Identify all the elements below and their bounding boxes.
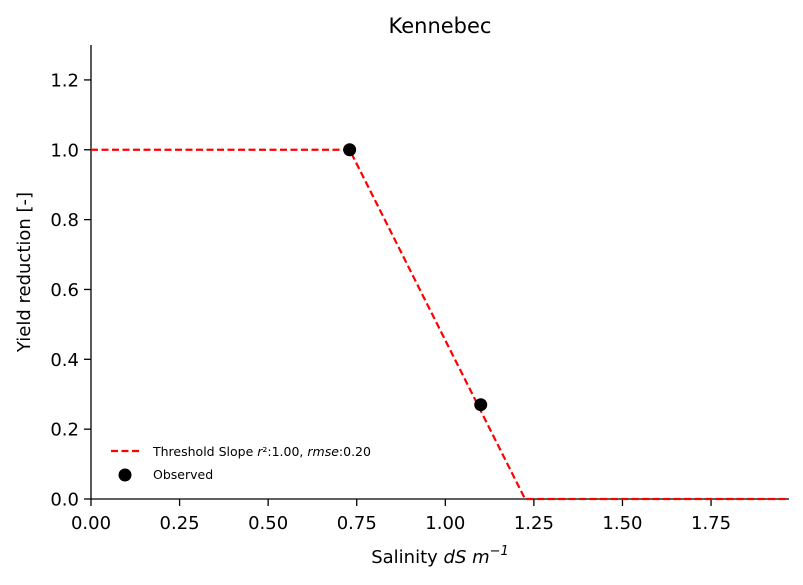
x-tick-label: 1.50 xyxy=(602,513,642,534)
legend: Threshold Slope r²:1.00, rmse:0.20 Obser… xyxy=(111,444,371,482)
legend-line-label-r2: r xyxy=(257,444,263,459)
legend-marker-label: Observed xyxy=(153,467,213,482)
observed-point xyxy=(474,398,488,412)
legend-line-label-r2-sup: ² xyxy=(262,444,267,459)
x-tick-label: 0.25 xyxy=(160,513,200,534)
x-axis-label-text: Salinity xyxy=(371,547,443,568)
y-tick-label: 0.0 xyxy=(50,490,79,511)
y-tick-label: 0.4 xyxy=(50,350,79,371)
legend-line-label-rmse: rmse xyxy=(307,444,339,459)
x-tick-label: 0.75 xyxy=(337,513,377,534)
x-axis-label: Salinity dS m−1 xyxy=(371,544,509,568)
observed-point xyxy=(343,143,357,157)
y-axis-label: Yield reduction [-] xyxy=(14,192,35,353)
y-tick-label: 1.2 xyxy=(50,70,79,91)
x-tick-label: 0.00 xyxy=(71,513,111,534)
y-tick-label: 0.8 xyxy=(50,210,79,231)
legend-line-label-pre: Threshold Slope xyxy=(152,444,257,459)
series-points xyxy=(343,143,488,412)
x-tick-label: 0.50 xyxy=(248,513,288,534)
y-tick-label: 0.6 xyxy=(50,280,79,301)
series-lines xyxy=(91,148,789,501)
y-tick-label: 0.2 xyxy=(50,420,79,441)
x-axis-label-exponent: −1 xyxy=(490,544,509,559)
threshold-slope-line xyxy=(91,148,789,501)
y-tick-label: 1.0 xyxy=(50,140,79,161)
x-tick-label: 1.25 xyxy=(514,513,554,534)
x-tick-label: 1.00 xyxy=(425,513,465,534)
chart-title: Kennebec xyxy=(389,14,492,38)
legend-line-label-r2-value: :1.00, xyxy=(267,444,307,459)
y-axis-ticks: 0.0 0.2 0.4 0.6 0.8 1.0 1.2 xyxy=(50,70,91,511)
legend-marker-swatch xyxy=(118,468,132,482)
x-axis-ticks: 0.00 0.25 0.50 0.75 1.00 1.25 1.50 1.75 xyxy=(71,499,731,534)
x-tick-label: 1.75 xyxy=(691,513,731,534)
legend-line-label: Threshold Slope r²:1.00, rmse:0.20 xyxy=(152,444,371,459)
legend-line-label-rmse-value: :0.20 xyxy=(339,444,371,459)
x-axis-label-unit: dS m xyxy=(444,547,490,568)
